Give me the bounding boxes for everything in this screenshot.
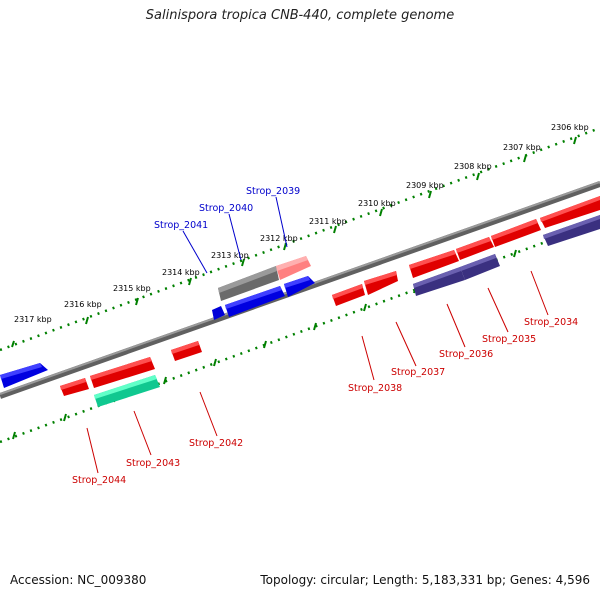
gene-feature[interactable] <box>409 250 456 269</box>
gene-feature[interactable] <box>0 363 42 379</box>
lower-features <box>60 196 600 407</box>
ruler-label: 2315 kbp <box>113 284 151 293</box>
accession-text: Accession: NC_009380 <box>10 573 147 587</box>
gene-feature[interactable] <box>90 357 152 380</box>
gene-label[interactable]: Strop_2036 <box>439 349 493 360</box>
gene-feature[interactable] <box>60 378 86 390</box>
gene-label[interactable]: Strop_2037 <box>391 367 445 378</box>
upper-features <box>0 256 315 388</box>
gene-feature[interactable] <box>218 266 277 293</box>
ruler-label: 2316 kbp <box>64 300 102 309</box>
ruler-label: 2310 kbp <box>358 199 396 208</box>
gene-label[interactable]: Strop_2040 <box>199 203 253 214</box>
gene-feature[interactable] <box>413 267 461 288</box>
gene-feature[interactable] <box>456 237 491 253</box>
ruler-labels: 2306 kbp 2307 kbp 2308 kbp 2309 kbp 2310… <box>14 123 589 324</box>
ruler-label: 2307 kbp <box>503 143 541 152</box>
gene-feature[interactable] <box>0 363 48 388</box>
gene-feature[interactable] <box>460 254 500 280</box>
gene-feature[interactable] <box>543 215 600 239</box>
gene-feature[interactable] <box>284 276 310 288</box>
ruler-label: 2306 kbp <box>551 123 589 132</box>
gene-feature[interactable] <box>332 284 363 299</box>
gene-feature[interactable] <box>276 256 308 271</box>
gene-feature[interactable] <box>171 341 199 354</box>
ruler-label: 2312 kbp <box>260 234 298 243</box>
gene-label[interactable]: Strop_2042 <box>189 438 243 449</box>
ruler-label: 2309 kbp <box>406 181 444 190</box>
ruler-label: 2317 kbp <box>14 315 52 324</box>
gene-feature[interactable] <box>94 375 157 399</box>
gene-label[interactable]: Strop_2043 <box>126 458 180 469</box>
gene-feature[interactable] <box>540 196 600 222</box>
ruler-ticks-upper <box>11 136 577 348</box>
ruler-label: 2314 kbp <box>162 268 200 277</box>
ruler-lower <box>0 220 600 444</box>
map-title: Salinispora tropica CNB-440, complete ge… <box>145 8 455 23</box>
gene-feature[interactable] <box>491 219 538 240</box>
gene-feature[interactable] <box>212 306 225 320</box>
gene-label[interactable]: Strop_2039 <box>246 186 300 197</box>
gene-label[interactable]: Strop_2044 <box>72 475 126 486</box>
gene-feature[interactable] <box>460 254 496 271</box>
ruler-label: 2313 kbp <box>211 251 249 260</box>
gene-feature[interactable] <box>225 286 282 309</box>
gene-label[interactable]: Strop_2035 <box>482 334 536 345</box>
gene-label[interactable]: Strop_2034 <box>524 317 578 328</box>
gene-label[interactable]: Strop_2038 <box>348 383 402 394</box>
gene-feature[interactable] <box>284 276 315 297</box>
genome-summary-text: Topology: circular; Length: 5,183,331 bp… <box>260 573 590 587</box>
gene-label[interactable]: Strop_2041 <box>154 220 208 231</box>
lower-gene-labels: Strop_2034 Strop_2035 Strop_2036 Strop_2… <box>72 270 578 486</box>
upper-gene-labels: Strop_2039 Strop_2040 Strop_2041 <box>154 186 300 274</box>
ruler-label: 2308 kbp <box>454 162 492 171</box>
gene-feature[interactable] <box>364 271 397 285</box>
ruler-label: 2311 kbp <box>309 217 347 226</box>
